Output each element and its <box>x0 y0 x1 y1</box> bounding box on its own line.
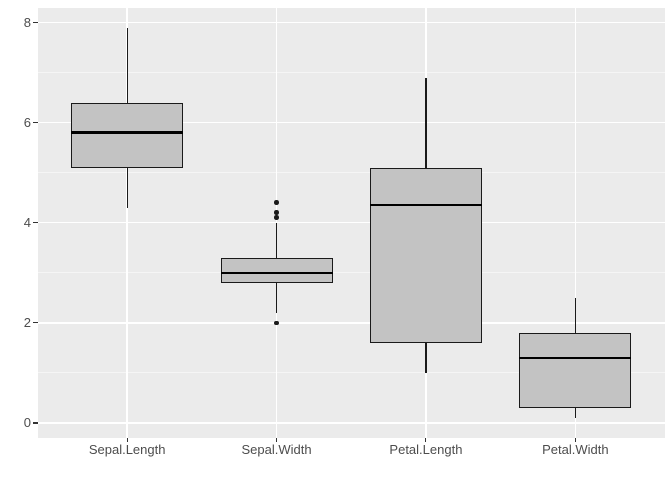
median-sepal-length <box>71 131 184 134</box>
box-petal-width <box>519 332 632 408</box>
gridline-minor-horizontal <box>37 172 665 174</box>
box-sepal-length <box>71 102 184 168</box>
whisker-upper-sepal-width <box>275 222 278 258</box>
gridline-major-vertical <box>574 8 577 438</box>
y-axis-tick <box>33 322 38 324</box>
y-axis-tick <box>33 21 38 24</box>
y-tick-label: 4 <box>23 214 31 230</box>
whisker-upper-sepal-length <box>126 27 128 103</box>
x-axis-tick <box>126 437 128 442</box>
gridline-major-horizontal <box>37 322 665 324</box>
gridline-minor-horizontal <box>37 72 665 74</box>
whisker-lower-sepal-length <box>126 167 128 208</box>
whisker-upper-petal-length <box>425 77 427 168</box>
y-tick-label: 8 <box>23 14 31 30</box>
x-tick-label-sepal-length: Sepal.Length <box>88 442 166 457</box>
x-axis-tick <box>574 437 576 442</box>
outlier-point-sepal-width <box>274 200 279 206</box>
gridline-minor-horizontal <box>37 272 665 274</box>
y-tick-label: 0 <box>23 414 31 430</box>
gridline-major-horizontal <box>37 21 665 24</box>
x-axis-tick <box>275 437 278 442</box>
outlier-point-sepal-width <box>274 210 279 216</box>
median-petal-length <box>369 204 482 207</box>
box-sepal-width <box>220 257 333 283</box>
gridline-major-horizontal <box>37 422 665 424</box>
gridline-minor-horizontal <box>37 372 665 374</box>
gridline-major-horizontal <box>37 121 665 124</box>
whisker-upper-petal-width <box>574 297 576 333</box>
x-tick-label-petal-length: Petal.Length <box>389 442 463 457</box>
median-petal-width <box>519 356 632 360</box>
y-tick-label: 6 <box>23 114 31 130</box>
whisker-lower-petal-length <box>425 342 427 373</box>
y-tick-label: 2 <box>23 314 31 330</box>
median-sepal-width <box>220 271 333 274</box>
y-axis-tick <box>33 422 38 424</box>
y-axis-tick <box>33 222 38 224</box>
outlier-point-sepal-width <box>274 215 279 221</box>
whisker-lower-sepal-width <box>275 282 278 313</box>
gridline-major-horizontal <box>37 222 665 224</box>
plot-panel <box>37 8 665 438</box>
x-tick-label-petal-width: Petal.Width <box>542 442 609 457</box>
whisker-lower-petal-width <box>574 407 576 418</box>
x-axis-tick <box>425 437 427 442</box>
gridline-major-vertical <box>126 8 128 438</box>
y-axis-tick <box>33 122 38 124</box>
outlier-point-sepal-width <box>274 320 279 326</box>
box-petal-length <box>369 167 482 343</box>
x-tick-label-sepal-width: Sepal.Width <box>241 442 312 457</box>
